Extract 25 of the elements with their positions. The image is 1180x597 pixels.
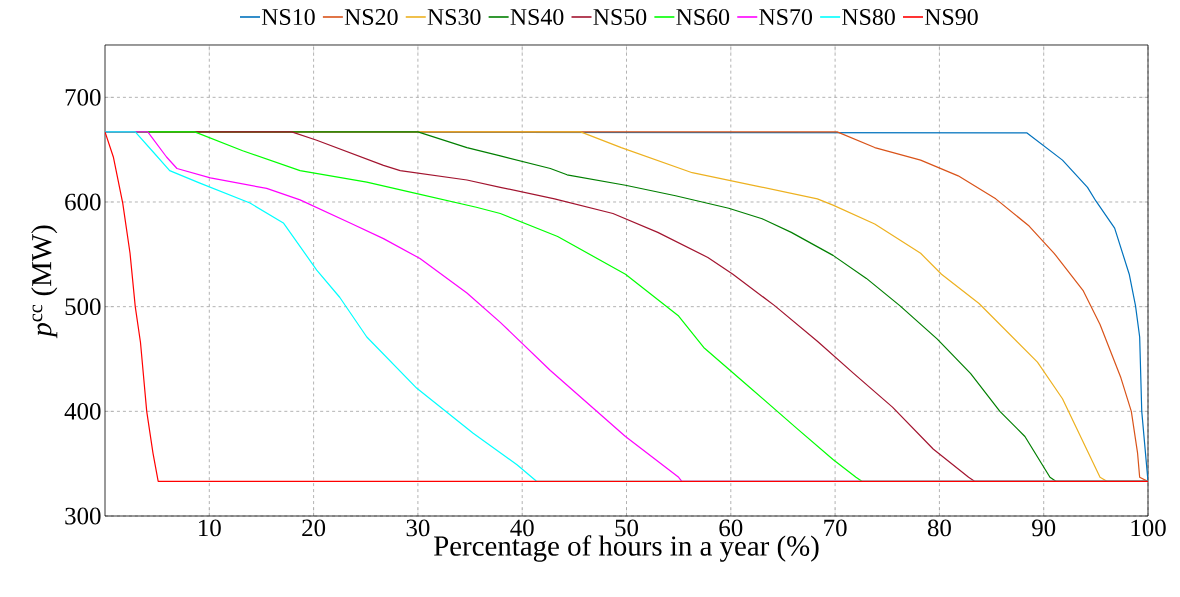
legend-label: NS50 bbox=[593, 8, 647, 26]
legend-label: NS70 bbox=[759, 8, 813, 26]
x-tick-label: 80 bbox=[927, 519, 951, 537]
legend-label: NS90 bbox=[924, 8, 978, 26]
y-tick-label: 700 bbox=[65, 88, 101, 106]
x-tick-label: 60 bbox=[719, 519, 743, 537]
x-tick-label: 10 bbox=[199, 519, 221, 537]
x-tick-label: 100 bbox=[1131, 519, 1166, 537]
x-tick-label: 30 bbox=[406, 519, 430, 537]
y-tick-label: 300 bbox=[65, 507, 101, 525]
y-axis-title: p$^{cc}$ (MW) bbox=[31, 225, 58, 339]
legend-label: NS30 bbox=[427, 8, 481, 26]
y-tick-label: 600 bbox=[65, 193, 101, 211]
legend-label: NS80 bbox=[842, 8, 895, 26]
x-tick-label: 70 bbox=[824, 519, 847, 537]
x-tick-label: 40 bbox=[510, 519, 534, 537]
legend-label: NS20 bbox=[344, 8, 398, 26]
x-tick-label: 50 bbox=[615, 519, 638, 537]
legend-label: NS40 bbox=[510, 8, 564, 26]
legend-label: NS10 bbox=[261, 8, 315, 26]
y-tick-label: 500 bbox=[65, 298, 101, 316]
x-tick-label: 90 bbox=[1032, 519, 1056, 537]
y-tick-label: 400 bbox=[64, 402, 101, 420]
legend-label: NS60 bbox=[676, 8, 730, 26]
x-tick-label: 20 bbox=[302, 519, 326, 537]
